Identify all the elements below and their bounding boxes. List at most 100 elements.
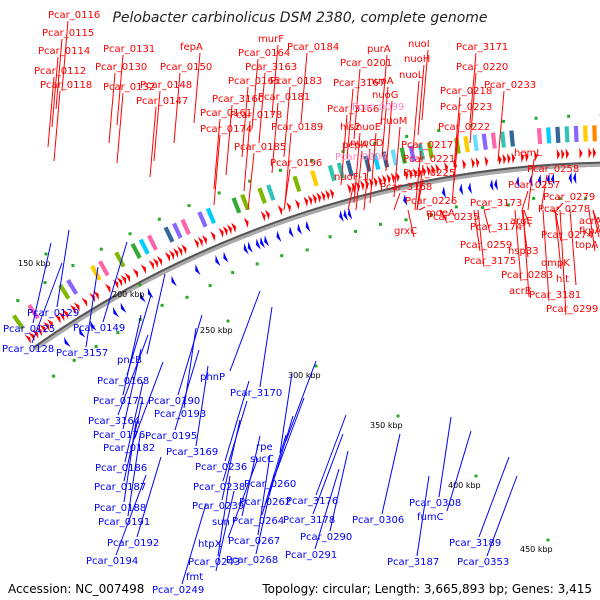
forward-gene-arrow [222,226,228,237]
reverse-gene-arrow [494,178,498,191]
forward-gene-arrow [506,153,511,165]
cog-category-block [345,160,354,177]
reverse-gene-arrow [551,173,555,186]
forward-gene-arrow [169,250,175,260]
gene-label-reverse: Pcar_0125 [3,324,55,335]
forward-gene-arrow [43,321,50,332]
gene-label-forward: moeA [426,208,455,219]
kbp-tick-label: 400 kbp [448,481,481,490]
forward-gene-arrow [201,234,208,245]
cog-category-block [390,149,399,166]
gene-label-reverse: Pcar_0129 [27,308,79,319]
gene-label-forward: Pcar_3174 [470,222,522,233]
summary-text: Topology: circular; Length: 3,665,893 bp… [262,582,592,596]
gene-label-forward: Pcar_0184 [287,42,339,53]
gene-label-forward: Pcar_0164 [238,48,290,59]
feature-marker [208,284,212,288]
forward-gene-arrow [404,169,409,181]
forward-label-connector [283,168,291,211]
gene-label-reverse: pncB [117,355,142,366]
cog-category-block [27,303,40,320]
gene-label-reverse: Pcar_3189 [449,538,501,549]
forward-label-connector [300,52,308,124]
gene-label-forward: Pcar_0174 [200,124,252,135]
forward-gene-arrow [24,334,31,344]
gene-label-forward: fkpA [579,226,600,237]
feature-marker [502,119,506,123]
gene-label-reverse: Pcar_0149 [73,323,125,334]
forward-gene-arrow [430,164,435,176]
gene-label-reverse: sun [212,517,230,528]
forward-label-connector [521,190,529,211]
forward-label-connector [369,132,377,204]
reverse-label-connector [195,365,209,447]
gene-label-reverse: Pcar_0236 [195,462,247,473]
reverse-gene-arrow [64,337,71,348]
reverse-label-connector [279,372,293,454]
feature-marker [157,217,161,221]
gene-label-forward: nuoE [356,122,381,133]
feature-marker [72,358,76,362]
forward-gene-arrow [417,166,422,178]
forward-label-connector [407,209,415,238]
cog-category-block [546,127,552,144]
cog-category-block [481,133,488,150]
gene-label-reverse: Pcar_0195 [145,431,197,442]
forward-gene-arrow [58,312,65,322]
forward-label-connector [340,114,348,186]
forward-label-connector [347,182,355,211]
gene-label-reverse: Pcar_3170 [230,388,282,399]
cog-category-block [509,130,516,147]
forward-label-connector [55,38,63,110]
gene-label-forward: Pcar_0116 [48,10,100,21]
forward-gene-arrow [303,196,309,207]
forward-gene-arrow [112,279,119,289]
feature-marker [437,128,441,132]
genome-backbone [34,163,600,351]
cog-category-block [66,278,79,295]
kbp-tick-mark [44,252,48,256]
reverse-gene-arrow [171,275,177,287]
forward-label-connector [439,209,447,220]
forward-gene-arrow [116,277,123,287]
feature-marker [429,213,433,217]
reverse-gene-arrow [113,306,119,318]
forward-label-connector [380,54,388,126]
reverse-label-connector [315,414,347,496]
forward-gene-arrow [320,191,326,202]
gene-label-forward: Pcar_0299 [546,304,598,315]
reverse-label-connector [273,397,305,479]
gene-label-forward: hit [556,274,569,285]
forward-gene-arrow [73,302,80,312]
gene-label-forward: nuoI [408,39,430,50]
gene-label-reverse: Pcar_3178 [283,515,335,526]
reverse-label-connector [123,421,137,503]
gene-label-forward: Pcar_0118 [40,80,92,91]
forward-label-connector [469,72,477,144]
forward-label-connector [47,76,55,148]
gene-label-reverse: Pcar_0243 [188,557,240,568]
gene-label-reverse: Pcar_0188 [94,503,146,514]
gene-label-forward: Pcar_0183 [270,76,322,87]
forward-gene-arrow [368,177,374,189]
forward-gene-arrow [226,224,232,235]
forward-gene-arrow [316,192,322,203]
feature-marker [116,331,120,335]
cog-category-block [257,187,267,204]
reverse-label-connector [221,419,241,501]
gene-label-forward: Pcar_0147 [136,96,188,107]
cog-category-block [292,175,302,193]
forward-label-connector [523,209,531,228]
gene-label-forward: Pcar_0131 [103,44,155,55]
gene-label-reverse: Pcar_0291 [285,550,337,561]
gene-label-forward: argE [510,216,533,227]
gene-label-forward: Pcar_0221 [403,154,455,165]
gene-label-forward: topA [575,240,598,251]
gene-label-forward: Pcar_0112 [34,66,86,77]
forward-label-connector [473,209,481,252]
cog-category-block [98,260,110,277]
forward-label-connector [258,72,266,144]
forward-label-connector [393,192,401,211]
